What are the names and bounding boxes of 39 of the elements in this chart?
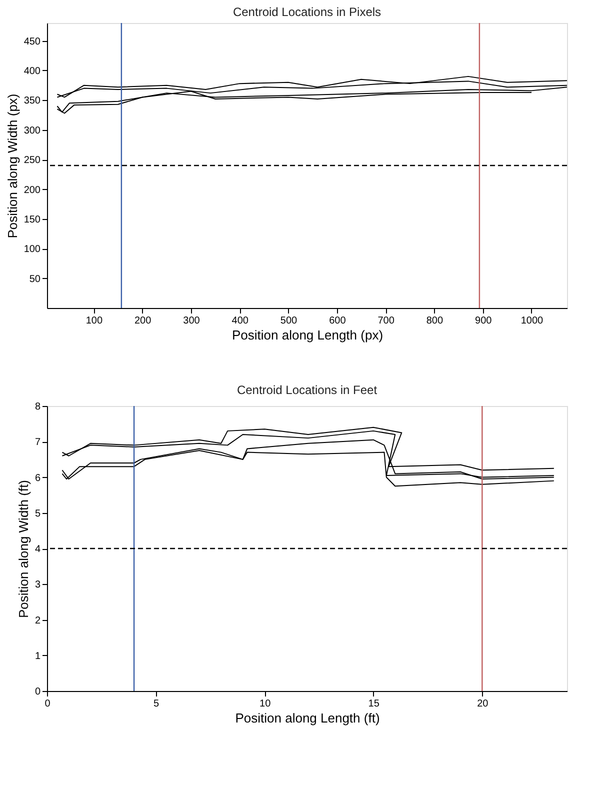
chart-title: Centroid Locations in Pixels bbox=[232, 5, 382, 19]
y-tick-label: 8 bbox=[34, 402, 41, 412]
x-tick-label: 300 bbox=[183, 316, 200, 326]
y-tick-label: 100 bbox=[24, 244, 41, 256]
x-axis-title: Position along Length (px) bbox=[232, 328, 384, 342]
x-tick-label: 1000 bbox=[520, 316, 544, 326]
x-tick-label: 700 bbox=[378, 316, 395, 326]
y-tick-label: 350 bbox=[24, 96, 41, 107]
y-tick-label: 300 bbox=[24, 125, 41, 136]
y-tick-label: 2 bbox=[34, 615, 41, 626]
y-tick-label: 1 bbox=[34, 650, 41, 662]
x-tick-label: 10 bbox=[260, 698, 272, 710]
y-tick-label: 150 bbox=[24, 214, 41, 226]
y-tick-label: 3 bbox=[34, 580, 41, 591]
x-tick-label: 400 bbox=[232, 316, 249, 326]
y-tick-label: 450 bbox=[24, 36, 41, 48]
x-tick-label: 600 bbox=[329, 316, 346, 326]
y-tick-label: 4 bbox=[34, 544, 41, 555]
chart-title: Centroid Locations in Feet bbox=[236, 383, 378, 397]
y-tick-label: 7 bbox=[34, 437, 41, 448]
x-tick-label: 5 bbox=[154, 698, 160, 710]
y-tick-label: 50 bbox=[29, 274, 41, 285]
y-tick-label: 400 bbox=[24, 66, 41, 77]
y-tick-label: 5 bbox=[34, 508, 41, 520]
x-tick-label: 20 bbox=[477, 698, 489, 710]
x-tick-label: 15 bbox=[368, 698, 380, 710]
x-tick-label: 0 bbox=[44, 698, 51, 710]
y-tick-label: 0 bbox=[34, 686, 41, 698]
x-axis-title: Position along Length (ft) bbox=[235, 710, 380, 726]
y-axis-title: Position along Width (px) bbox=[4, 94, 20, 238]
x-tick-label: 500 bbox=[280, 316, 298, 326]
x-tick-label: 100 bbox=[86, 316, 103, 326]
y-tick-label: 6 bbox=[34, 472, 41, 484]
y-axis-title: Position along Width (ft) bbox=[16, 480, 31, 618]
x-tick-label: 800 bbox=[426, 316, 444, 326]
x-tick-label: 200 bbox=[134, 316, 152, 326]
x-tick-label: 900 bbox=[475, 316, 492, 326]
y-tick-label: 250 bbox=[24, 155, 41, 166]
y-tick-label: 200 bbox=[24, 184, 41, 196]
